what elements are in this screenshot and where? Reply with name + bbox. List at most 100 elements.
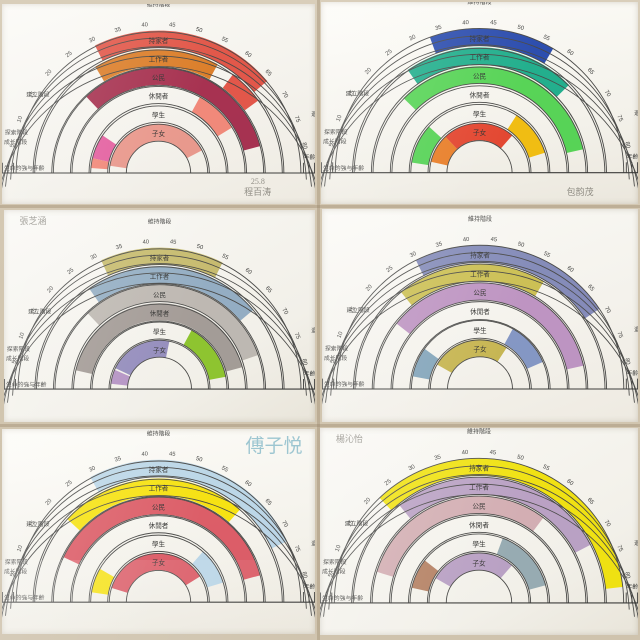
stage-arc bbox=[330, 252, 630, 396]
role-segment bbox=[95, 30, 268, 93]
signature-date-note: 25.8 bbox=[250, 177, 265, 186]
desk-seam-horizontal-1 bbox=[0, 205, 640, 208]
ring-outline bbox=[353, 47, 606, 173]
role-segment bbox=[496, 538, 546, 590]
role-label: 休閒者 bbox=[150, 308, 170, 317]
ring-outline bbox=[352, 476, 606, 603]
role-label: 學生 bbox=[473, 109, 487, 118]
role-label: 休閒者 bbox=[149, 521, 169, 530]
role-label: 持家者 bbox=[150, 253, 170, 262]
ring-outline bbox=[34, 49, 283, 174]
age-tick-label: 15 bbox=[348, 89, 357, 98]
age-tick-label: 80 bbox=[623, 358, 630, 365]
ring-outline bbox=[426, 550, 532, 603]
role-segment bbox=[191, 97, 233, 137]
role-label: 工作者 bbox=[149, 484, 169, 493]
age-tick-label: 60 bbox=[244, 267, 253, 276]
role-label: 工作者 bbox=[469, 483, 489, 492]
role-segment bbox=[411, 126, 442, 166]
age-tick-label: 15 bbox=[28, 520, 36, 529]
role-label: 持家者 bbox=[470, 251, 490, 260]
stage-label-left: 探索階段 bbox=[5, 558, 28, 566]
role-label: 學生 bbox=[472, 539, 486, 548]
role-segment bbox=[396, 282, 584, 370]
stage-label-right: 年齡与生命階段 bbox=[627, 583, 639, 591]
panel-5: 5 10 15 20 25 30 35 40 45 50 55 60 65 70 75 80 持家者 工作者 公民休… bbox=[2, 429, 315, 634]
stage-label-right: 退出階段 bbox=[311, 327, 315, 335]
stage-arc bbox=[7, 263, 312, 403]
age-tick-label: 15 bbox=[349, 306, 357, 315]
age-tick-label: 25 bbox=[385, 48, 394, 57]
age-tick-label: 80 bbox=[301, 571, 308, 578]
ring-outline bbox=[410, 104, 549, 173]
age-tick-label: 5 bbox=[329, 142, 336, 147]
ring-outline bbox=[445, 569, 513, 603]
stage-label-left: 探索階段 bbox=[7, 345, 30, 353]
stage-arc bbox=[321, 64, 638, 181]
age-tick-label: 15 bbox=[347, 519, 356, 528]
ring-outline bbox=[390, 514, 568, 603]
ring-outline bbox=[127, 356, 192, 390]
stage-arc bbox=[10, 466, 307, 609]
age-tick-label: 65 bbox=[586, 67, 595, 76]
stage-label-left: 生命的強与年齡 bbox=[6, 380, 47, 388]
ring-outline bbox=[107, 551, 210, 603]
ring-outline bbox=[371, 495, 587, 603]
age-tick-label: 50 bbox=[195, 456, 203, 464]
ring-outline bbox=[427, 120, 532, 173]
life-career-rainbow: 5 10 15 20 25 30 35 40 45 50 55 60 65 70 75 80 持家者工作者公民休… bbox=[2, 430, 315, 619]
ring-outline bbox=[125, 140, 192, 174]
age-tick-label: 35 bbox=[114, 27, 122, 35]
ring-outline bbox=[51, 496, 266, 603]
ring-outline bbox=[352, 262, 608, 389]
age-tick-label: 20 bbox=[46, 286, 55, 295]
age-tick-label: 35 bbox=[114, 456, 122, 464]
age-tick-label: 30 bbox=[408, 464, 417, 473]
role-segment bbox=[86, 67, 261, 151]
age-tick-label: 15 bbox=[30, 307, 38, 316]
ring-outline bbox=[71, 301, 248, 390]
role-segment bbox=[115, 340, 170, 376]
stage-label-left: 探索階段 bbox=[324, 128, 348, 136]
stage-label-left: 成长階段 bbox=[4, 567, 27, 575]
role-segment bbox=[435, 552, 513, 587]
stage-label-top: 維持階段 bbox=[147, 4, 171, 8]
role-label: 學生 bbox=[473, 326, 487, 335]
ring-outline bbox=[373, 282, 587, 389]
role-label: 學生 bbox=[152, 110, 166, 119]
role-segment bbox=[75, 303, 243, 374]
student-signature: 傅子悦 bbox=[245, 436, 303, 458]
stage-arc bbox=[329, 35, 630, 180]
life-career-rainbow: 5 10 15 20 25 30 35 40 45 50 55 60 65 70 75 80 持家者工作者公民休… bbox=[320, 428, 639, 620]
age-tick-label: 75 bbox=[293, 545, 301, 553]
stage-label-top: 維持階段 bbox=[148, 218, 172, 226]
age-tick-label: 80 bbox=[301, 358, 308, 365]
ring-outline bbox=[90, 105, 227, 174]
ring-outline bbox=[91, 321, 228, 390]
stage-arc bbox=[2, 495, 315, 611]
stage-label-left: 成长階段 bbox=[323, 137, 347, 145]
age-tick-label: 75 bbox=[293, 115, 301, 123]
age-tick-label: 30 bbox=[90, 253, 98, 261]
stage-label-left: 生命的強与年齡 bbox=[4, 593, 45, 601]
stage-label-top: 維持階段 bbox=[468, 215, 492, 223]
role-label: 公民 bbox=[152, 503, 166, 511]
stage-arc bbox=[10, 37, 307, 180]
age-tick-label: 5 bbox=[10, 144, 16, 148]
age-tick-label: 65 bbox=[264, 498, 273, 507]
age-tick-label: 70 bbox=[603, 306, 611, 315]
ring-outline bbox=[88, 532, 229, 603]
age-tick-label: 75 bbox=[615, 544, 623, 553]
age-tick-label: 60 bbox=[243, 480, 252, 489]
role-label: 持家者 bbox=[149, 36, 169, 45]
age-tick-label: 45 bbox=[490, 20, 498, 27]
stage-label-top: 維持階段 bbox=[467, 2, 491, 6]
ring-outline bbox=[408, 101, 551, 173]
student-signature: 楊沁怡 bbox=[335, 434, 363, 445]
role-label: 子女 bbox=[473, 345, 487, 354]
role-segment bbox=[412, 348, 439, 380]
age-tick-label: 30 bbox=[88, 465, 96, 473]
age-tick-label: 55 bbox=[221, 253, 229, 261]
age-tick-label: 70 bbox=[280, 91, 288, 100]
